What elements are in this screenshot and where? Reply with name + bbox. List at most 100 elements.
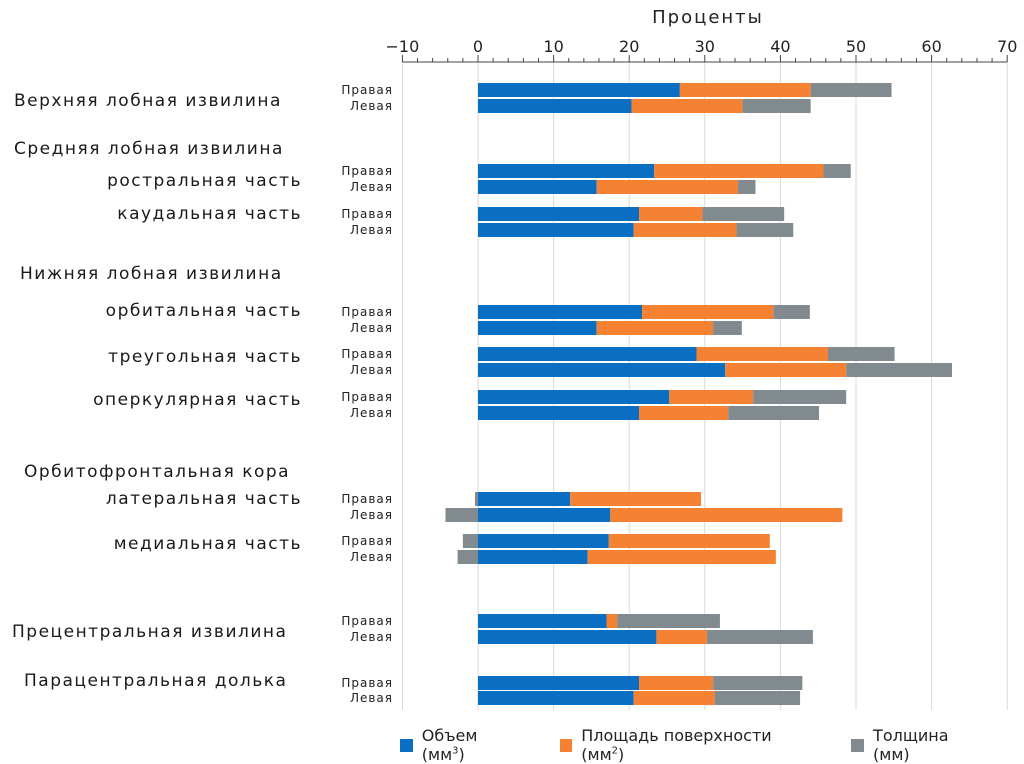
bar-thickness — [457, 550, 478, 564]
legend-item-thickness: Толщина (мм) — [851, 726, 988, 764]
group-label-orbitofrontal: Орбитофронтальная кора — [24, 462, 290, 482]
legend-item-area: Площадь поверхности (мм2) — [559, 726, 816, 764]
bar-volume — [478, 508, 611, 522]
bar-volume — [478, 83, 680, 97]
sub-label-medial: медиальная часть — [114, 534, 302, 554]
bar-area — [725, 363, 847, 377]
bar-volume — [478, 180, 597, 194]
x-tick-label: 70 — [997, 37, 1017, 56]
side-label-right: Правая — [341, 347, 393, 361]
legend: Объем (мм3) Площадь поверхности (мм2) То… — [400, 726, 1024, 764]
bar-thickness — [736, 223, 794, 237]
bar-thickness — [462, 534, 478, 548]
side-label-left: Левая — [350, 99, 393, 113]
bar-thickness — [714, 691, 801, 705]
side-label-left: Левая — [350, 691, 393, 705]
bars — [445, 83, 953, 705]
bar-thickness — [728, 406, 819, 420]
side-label-left: Левая — [350, 406, 393, 420]
x-tick-label: 60 — [921, 37, 941, 56]
legend-swatch-thickness — [851, 738, 865, 752]
bar-volume — [478, 390, 670, 404]
bar-volume — [478, 347, 697, 361]
x-tick-label: 10 — [543, 37, 563, 56]
bar-area — [656, 630, 708, 644]
side-label-right: Правая — [341, 305, 393, 319]
bar-volume — [478, 550, 588, 564]
side-label-right: Правая — [341, 164, 393, 178]
legend-label-area: Площадь поверхности (мм2) — [581, 726, 772, 764]
bar-thickness — [742, 99, 811, 113]
side-label-left: Левая — [350, 630, 393, 644]
bar-area — [639, 207, 703, 221]
bar-thickness — [828, 347, 895, 361]
bar-volume — [478, 534, 609, 548]
bar-volume — [478, 99, 632, 113]
bar-thickness — [773, 305, 810, 319]
side-label-left: Левая — [350, 550, 393, 564]
bar-thickness — [702, 207, 785, 221]
bar-volume — [478, 630, 657, 644]
bar-area — [596, 180, 739, 194]
x-tick-label: 50 — [846, 37, 866, 56]
legend-label-volume: Объем (мм3) — [421, 726, 478, 764]
bar-volume — [478, 492, 571, 506]
side-label-right: Правая — [341, 492, 393, 506]
side-label-right: Правая — [341, 614, 393, 628]
x-tick-label: −10 — [386, 37, 420, 56]
group-label-inferior-frontal: Нижняя лобная извилина — [20, 264, 283, 284]
side-label-right: Правая — [341, 390, 393, 404]
bar-area — [606, 614, 618, 628]
bar-volume — [478, 164, 655, 178]
bar-volume — [478, 614, 607, 628]
bar-volume — [478, 363, 726, 377]
bar-volume — [478, 406, 640, 420]
bar-area — [642, 305, 774, 319]
group-label-precentral: Прецентральная извилина — [12, 622, 287, 642]
sub-label-orbital: орбитальная часть — [106, 301, 302, 321]
bar-thickness — [823, 164, 851, 178]
legend-item-volume: Объем (мм3) — [400, 726, 524, 764]
bar-thickness — [617, 614, 720, 628]
side-label-right: Правая — [341, 534, 393, 548]
group-label-superior-frontal: Верхняя лобная извилина — [14, 91, 282, 111]
bar-thickness — [445, 508, 478, 522]
bar-volume — [478, 223, 634, 237]
bar-area — [610, 508, 843, 522]
bar-volume — [478, 207, 640, 221]
bar-area — [654, 164, 824, 178]
bar-area — [639, 676, 714, 690]
bar-area — [633, 691, 715, 705]
x-axis-title: Проценты — [652, 7, 764, 28]
bar-area — [596, 321, 714, 335]
side-label-right: Правая — [341, 83, 393, 97]
side-label-right: Правая — [341, 676, 393, 690]
sub-label-rostral: ростральная часть — [107, 171, 302, 191]
legend-swatch-area — [559, 738, 573, 752]
bar-volume — [478, 321, 597, 335]
legend-swatch-volume — [400, 738, 413, 752]
bar-thickness — [474, 492, 478, 506]
side-label-right: Правая — [341, 207, 393, 221]
bar-volume — [478, 305, 643, 319]
category-labels: Верхняя лобная извилина Средняя лобная и… — [12, 83, 393, 705]
bar-thickness — [753, 390, 847, 404]
bar-volume — [478, 676, 640, 690]
group-label-middle-frontal: Средняя лобная извилина — [14, 139, 284, 159]
bar-thickness — [846, 363, 953, 377]
sub-label-lateral: латеральная часть — [106, 489, 302, 509]
side-label-left: Левая — [350, 223, 393, 237]
sub-label-caudal: каудальная часть — [117, 204, 302, 224]
bar-thickness — [707, 630, 813, 644]
legend-label-thickness: Толщина (мм) — [873, 726, 949, 764]
bar-area — [669, 390, 754, 404]
side-label-left: Левая — [350, 363, 393, 377]
bar-thickness — [810, 83, 892, 97]
side-label-left: Левая — [350, 508, 393, 522]
bar-area — [631, 99, 743, 113]
group-label-paracentral: Парацентральная долька — [24, 671, 287, 691]
bar-area — [696, 347, 829, 361]
bar-thickness — [738, 180, 756, 194]
bar-area — [639, 406, 729, 420]
